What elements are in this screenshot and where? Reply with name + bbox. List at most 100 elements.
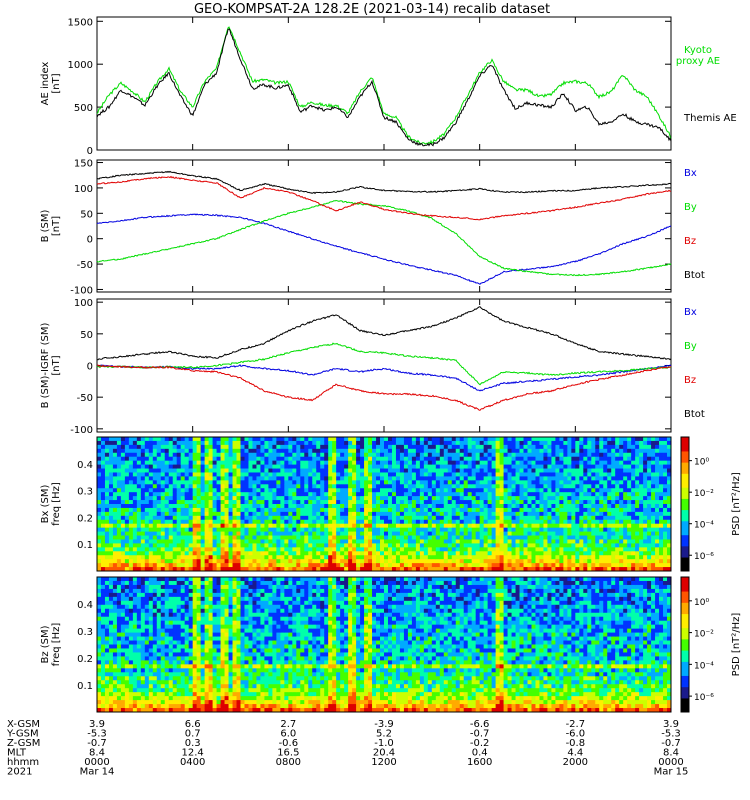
heatmap-cell — [176, 496, 182, 501]
heatmap-cell — [180, 496, 186, 501]
heatmap-cell — [591, 492, 596, 497]
heatmap-cell — [407, 460, 413, 465]
heatmap-cell — [635, 464, 640, 469]
heatmap-cell — [503, 551, 508, 556]
heatmap-cell — [623, 452, 628, 458]
heatmap-cell — [487, 535, 493, 540]
heatmap-cell — [447, 527, 453, 532]
heatmap-cell — [563, 480, 568, 485]
heatmap-cell — [391, 507, 397, 513]
heatmap-cell — [368, 500, 373, 505]
heatmap-cell — [184, 468, 190, 473]
heatmap-cell — [427, 480, 433, 485]
heatmap-cell — [423, 476, 429, 481]
heatmap-cell — [140, 484, 146, 489]
heatmap-cell — [643, 476, 648, 481]
heatmap-cell — [172, 523, 178, 529]
heatmap-cell — [551, 440, 556, 446]
heatmap-cell — [208, 476, 213, 481]
heatmap-cell — [515, 559, 520, 564]
heatmap-cell — [487, 440, 493, 446]
heatmap-cell — [316, 535, 321, 540]
heatmap-cell — [511, 511, 516, 517]
heatmap-cell — [415, 519, 421, 525]
heatmap-cell — [555, 440, 560, 446]
heatmap-cell — [112, 551, 118, 556]
heatmap-cell — [156, 567, 162, 572]
heatmap-cell — [471, 567, 477, 572]
heatmap-cell — [184, 500, 190, 505]
heatmap-cell — [627, 464, 632, 469]
heatmap-cell — [200, 484, 206, 489]
heatmap-cell — [623, 551, 628, 556]
heatmap-cell — [475, 444, 481, 450]
heatmap-cell — [435, 535, 441, 540]
heatmap-cell — [376, 523, 381, 529]
heatmap-cell — [487, 437, 493, 442]
heatmap-cell — [631, 507, 636, 513]
heatmap-cell — [116, 496, 122, 501]
heatmap-cell — [471, 484, 477, 489]
heatmap-cell — [411, 468, 417, 473]
heatmap-cell — [276, 437, 281, 442]
heatmap-cell — [332, 531, 337, 536]
heatmap-cell — [344, 500, 349, 505]
heatmap-cell — [471, 515, 477, 521]
heatmap-cell — [607, 500, 612, 505]
heatmap-cell — [591, 464, 596, 469]
heatmap-cell — [619, 515, 624, 521]
heatmap-cell — [499, 527, 504, 532]
heatmap-cell — [216, 468, 221, 473]
heatmap-cell — [459, 480, 465, 485]
heatmap-cell — [304, 559, 309, 564]
heatmap-cell — [128, 543, 134, 548]
heatmap-cell — [248, 511, 253, 517]
heatmap-cell — [272, 500, 277, 505]
heatmap-cell — [292, 523, 297, 529]
heatmap-cell — [411, 496, 417, 501]
heatmap-cell — [403, 555, 409, 560]
heatmap-cell — [268, 507, 273, 513]
heatmap-cell — [595, 519, 600, 525]
heatmap-cell — [627, 460, 632, 465]
heatmap-cell — [268, 456, 273, 462]
heatmap-cell — [579, 519, 584, 525]
heatmap-cell — [216, 551, 221, 556]
heatmap-cell — [467, 543, 473, 548]
heatmap-cell — [344, 456, 349, 462]
heatmap-cell — [639, 515, 644, 521]
heatmap-cell — [531, 527, 536, 532]
heatmap-cell — [403, 480, 409, 485]
heatmap-cell — [427, 452, 433, 458]
heatmap-cell — [276, 527, 281, 532]
y-tick-label: 0.4 — [77, 460, 93, 471]
heatmap-cell — [164, 464, 170, 469]
heatmap-cell — [535, 515, 540, 521]
heatmap-cell — [619, 472, 624, 477]
heatmap-cell — [140, 492, 146, 497]
heatmap-cell — [320, 464, 325, 469]
heatmap-cell — [619, 484, 624, 489]
heatmap-cell — [571, 535, 576, 540]
heatmap-cell — [591, 543, 596, 548]
heatmap-cell — [284, 484, 289, 489]
heatmap-cell — [595, 523, 600, 529]
heatmap-cell — [539, 519, 544, 525]
heatmap-cell — [136, 559, 142, 564]
heatmap-cell — [463, 504, 469, 509]
heatmap-cell — [316, 437, 321, 442]
heatmap-cell — [332, 551, 337, 556]
heatmap-cell — [332, 535, 337, 540]
heatmap-cell — [607, 437, 612, 442]
heatmap-cell — [467, 452, 473, 458]
heatmap-cell — [216, 511, 221, 517]
heatmap-cell — [467, 567, 473, 572]
heatmap-cell — [483, 440, 489, 446]
heatmap-cell — [503, 480, 508, 485]
heatmap-cell — [236, 484, 241, 489]
heatmap-cell — [579, 492, 584, 497]
heatmap-cell — [479, 437, 485, 442]
heatmap-cell — [547, 464, 552, 469]
heatmap-cell — [204, 539, 210, 544]
heatmap-cell — [352, 511, 357, 517]
